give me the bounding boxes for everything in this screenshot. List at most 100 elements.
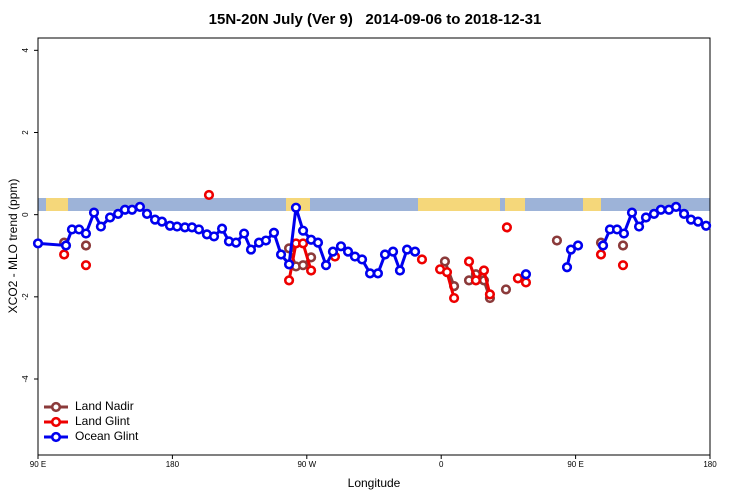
point	[104, 212, 116, 223]
point	[700, 220, 712, 231]
point	[73, 224, 85, 235]
point	[245, 244, 257, 255]
x-tick-label: 180	[166, 460, 180, 469]
point	[678, 208, 690, 219]
point	[478, 265, 490, 276]
point	[112, 208, 124, 219]
point	[416, 254, 428, 265]
point	[60, 240, 72, 251]
point	[617, 240, 629, 251]
point	[141, 208, 153, 219]
point	[275, 249, 287, 260]
point	[80, 240, 92, 251]
point	[327, 246, 339, 257]
point	[32, 238, 44, 249]
point	[512, 273, 524, 284]
point	[230, 237, 242, 248]
point	[439, 256, 451, 267]
map-ocean	[38, 198, 710, 211]
x-tick-label: 90 W	[297, 460, 316, 469]
point	[297, 238, 309, 249]
point	[670, 201, 682, 212]
point	[387, 246, 399, 257]
point	[134, 201, 146, 212]
point	[611, 224, 623, 235]
point	[441, 267, 453, 278]
legend-marker	[50, 416, 62, 428]
point	[80, 260, 92, 271]
point	[409, 246, 421, 257]
map-land	[418, 198, 500, 211]
point	[626, 207, 638, 218]
point	[520, 269, 532, 280]
y-tick-label: -2	[21, 293, 30, 301]
point	[379, 249, 391, 260]
point	[305, 265, 317, 276]
point	[618, 228, 630, 239]
point	[484, 289, 496, 300]
point	[171, 221, 183, 232]
y-tick-label: 0	[21, 212, 30, 217]
point	[364, 268, 376, 279]
legend-label: Land Glint	[75, 414, 130, 428]
x-tick-label: 90 E	[567, 460, 583, 469]
point	[95, 221, 107, 232]
legend-marker	[50, 401, 62, 413]
point	[88, 207, 100, 218]
point	[565, 244, 577, 255]
point	[305, 252, 317, 263]
legend-label: Ocean Glint	[75, 429, 139, 443]
x-tick-label: 90 E	[30, 460, 46, 469]
point	[283, 259, 295, 270]
point	[394, 265, 406, 276]
point	[692, 216, 704, 227]
point	[470, 275, 482, 286]
point	[156, 216, 168, 227]
point	[561, 262, 573, 273]
point	[463, 256, 475, 267]
point	[283, 275, 295, 286]
legend-marker	[50, 431, 62, 443]
map-land	[46, 198, 68, 211]
point	[342, 246, 354, 257]
x-tick-label: 180	[703, 460, 717, 469]
point	[320, 260, 332, 271]
point	[356, 254, 368, 265]
map-land	[505, 198, 525, 211]
y-tick-label: 2	[21, 130, 30, 135]
point	[59, 249, 70, 260]
x-axis-label: Longitude	[348, 476, 401, 490]
point	[290, 202, 302, 213]
point	[216, 223, 228, 234]
point	[572, 240, 584, 251]
point	[597, 240, 609, 251]
point	[655, 204, 667, 215]
series-line	[37, 205, 707, 276]
point	[617, 260, 629, 271]
point	[648, 208, 660, 219]
point	[297, 225, 309, 236]
point	[500, 284, 512, 295]
legend-label: Land Nadir	[75, 399, 134, 413]
point	[297, 260, 309, 271]
point	[193, 224, 205, 235]
point	[80, 228, 92, 239]
y-tick-label: -4	[21, 375, 30, 383]
point	[238, 228, 250, 239]
point	[448, 292, 460, 304]
point	[501, 222, 513, 233]
point	[312, 237, 324, 248]
point	[126, 204, 138, 215]
point	[268, 227, 280, 238]
point	[520, 277, 532, 288]
point	[203, 189, 215, 201]
point	[401, 244, 413, 255]
map-land	[583, 198, 601, 211]
plot-frame	[37, 37, 711, 456]
point	[595, 249, 607, 260]
y-axis-label: XCO2 - MLO trend (ppm)	[6, 179, 20, 314]
chart-title: 15N-20N July (Ver 9) 2014-09-06 to 2018-…	[209, 11, 542, 28]
point	[208, 231, 220, 242]
